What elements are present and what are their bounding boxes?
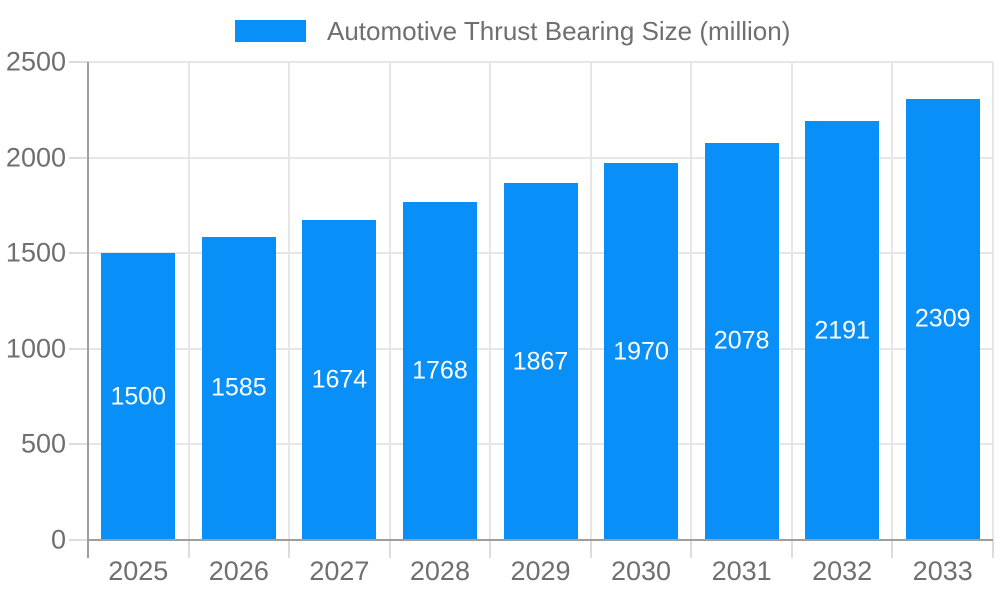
y-tick-mark [69, 61, 88, 63]
y-axis-line [87, 62, 89, 558]
x-tick-mark [288, 540, 291, 558]
bar-value-label: 2309 [914, 304, 971, 333]
x-tick-mark [187, 540, 190, 558]
bar[interactable] [905, 98, 980, 540]
y-tick-label: 0 [50, 524, 66, 555]
x-tick-label: 2033 [912, 556, 973, 586]
x-gridline [992, 62, 994, 540]
x-tick-label: 2025 [108, 556, 169, 586]
x-tick-label: 2030 [611, 556, 672, 586]
y-tick-label: 1500 [5, 237, 66, 268]
x-tick-mark [992, 540, 994, 558]
x-gridline [388, 62, 391, 540]
bar[interactable] [302, 219, 377, 540]
bar[interactable] [503, 183, 578, 540]
x-gridline [489, 62, 492, 540]
x-tick-label: 2026 [208, 556, 269, 586]
x-tick-mark [690, 540, 693, 558]
y-tick-mark [69, 539, 88, 541]
x-tick-mark [489, 540, 492, 558]
x-tick-label: 2028 [409, 556, 470, 586]
y-tick-mark [69, 252, 88, 255]
y-gridline [88, 61, 993, 63]
bar-value-label: 2078 [713, 326, 770, 355]
bar-value-label: 1585 [211, 373, 267, 402]
x-tick-label: 2031 [711, 556, 772, 586]
legend-label: Automotive Thrust Bearing Size (million) [327, 16, 791, 46]
bar-value-label: 1768 [412, 356, 468, 385]
bar[interactable] [604, 163, 679, 540]
y-tick-mark [69, 443, 88, 446]
y-gridline [88, 156, 993, 159]
y-tick-label: 2000 [5, 142, 66, 173]
bar[interactable] [402, 201, 477, 540]
x-tick-mark [589, 540, 592, 558]
bar-value-label: 1674 [311, 365, 368, 394]
bar[interactable] [201, 236, 276, 540]
bar[interactable] [101, 253, 176, 540]
x-gridline [288, 62, 291, 540]
x-axis-line [88, 539, 993, 541]
legend-swatch [235, 20, 306, 42]
x-tick-mark [388, 540, 391, 558]
bar[interactable] [704, 142, 779, 540]
x-gridline [187, 62, 190, 540]
bar-value-label: 2191 [814, 316, 870, 345]
x-gridline [790, 62, 793, 540]
x-tick-label: 2032 [812, 556, 873, 586]
x-tick-mark [891, 540, 894, 558]
x-tick-label: 2029 [510, 556, 571, 586]
x-tick-mark [790, 540, 793, 558]
y-tick-label: 500 [20, 428, 66, 459]
bar-value-label: 1867 [512, 347, 569, 375]
bar-value-label: 1500 [110, 382, 167, 411]
x-tick-label: 2027 [309, 556, 370, 586]
bar-value-label: 1970 [613, 337, 669, 366]
y-tick-mark [69, 347, 88, 350]
bar[interactable] [805, 121, 880, 540]
x-gridline [589, 62, 592, 540]
y-tick-mark [69, 156, 88, 159]
legend-item[interactable]: Automotive Thrust Bearing Size (million) [235, 17, 790, 45]
y-tick-label: 2500 [5, 46, 66, 77]
x-gridline [891, 62, 894, 540]
y-tick-label: 1000 [5, 333, 66, 364]
x-gridline [690, 62, 693, 540]
